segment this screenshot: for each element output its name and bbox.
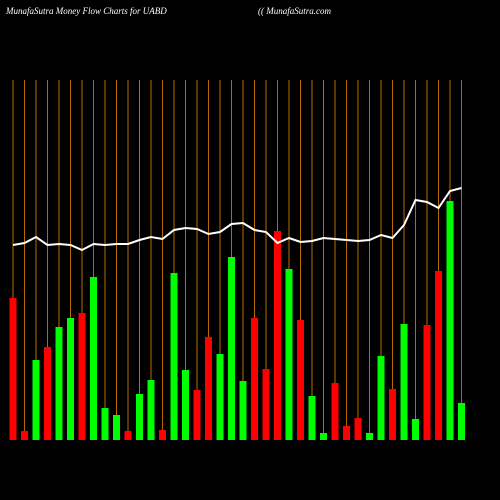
bar <box>435 271 442 440</box>
bar <box>193 390 201 440</box>
bar <box>308 396 316 440</box>
bar <box>21 431 28 440</box>
bar <box>446 201 454 440</box>
bar <box>136 394 143 440</box>
price-line <box>12 187 462 252</box>
bar <box>423 325 431 440</box>
bar <box>147 380 155 440</box>
bar <box>55 327 63 440</box>
bar <box>78 313 86 440</box>
bar <box>274 231 281 440</box>
bar <box>170 273 178 440</box>
bar <box>182 370 189 440</box>
bar <box>90 277 97 440</box>
bar <box>239 381 247 440</box>
bar <box>389 389 396 440</box>
bar <box>67 318 74 440</box>
bar <box>320 433 327 440</box>
bar <box>458 403 465 440</box>
bar <box>343 426 350 440</box>
bar <box>285 269 293 440</box>
chart-title: MunafaSutra Money Flow Charts for UABD <box>5 6 167 16</box>
bar <box>32 360 40 440</box>
bar <box>205 337 212 440</box>
bar <box>400 324 408 440</box>
bar <box>159 430 166 440</box>
bar <box>331 383 339 440</box>
bar <box>124 431 132 440</box>
bar <box>216 354 224 440</box>
bar <box>297 320 304 440</box>
bar <box>228 257 235 440</box>
bar <box>9 298 17 440</box>
bar <box>366 433 373 440</box>
chart-subtitle: (( MunafaSutra.com <box>258 6 331 16</box>
bar <box>377 356 385 440</box>
bar <box>354 418 362 440</box>
bar <box>44 347 51 440</box>
bar <box>101 408 109 440</box>
bar <box>113 415 120 440</box>
bar <box>412 419 419 440</box>
bar <box>251 318 258 440</box>
bar <box>262 369 270 440</box>
